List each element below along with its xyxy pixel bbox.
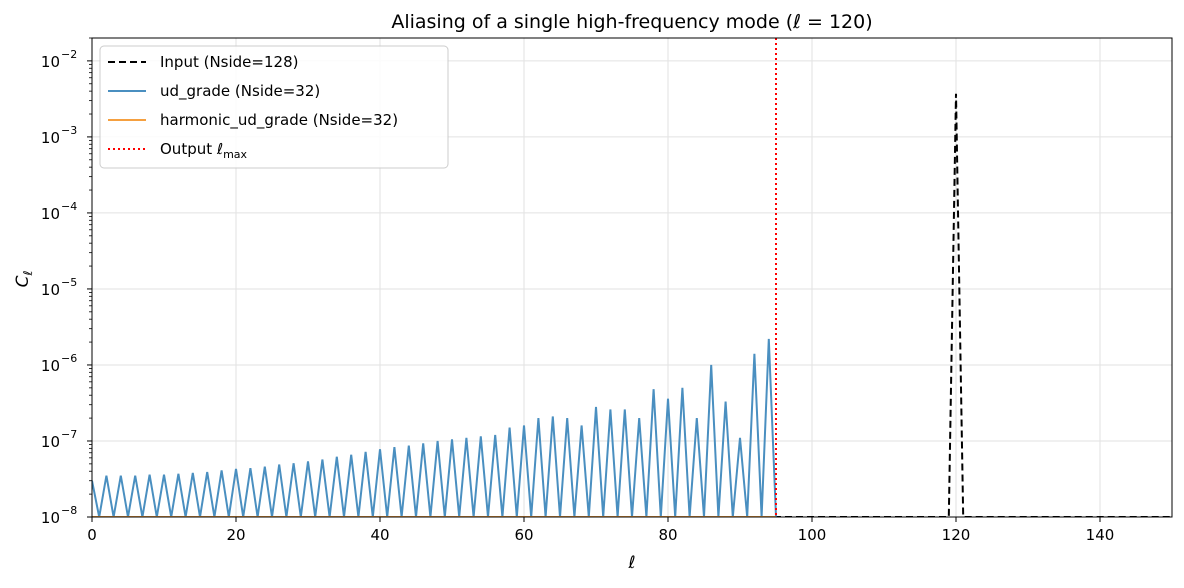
x-tick-label: 60 [514,526,533,544]
legend-label: Input (Nside=128) [160,53,298,71]
x-tick-label: 40 [370,526,389,544]
y-tick-exponent: −6 [61,352,77,365]
legend-label: ud_grade (Nside=32) [160,82,320,101]
legend-box [99,45,449,169]
x-tick-label: 80 [658,526,677,544]
x-axis-label: ℓ [627,553,635,573]
legend-label: harmonic_ud_grade (Nside=32) [160,111,398,130]
plot-frame [91,37,1173,518]
y-tick-label: 10 [41,433,60,451]
y-tick-exponent: −7 [61,428,77,441]
y-tick-label: 10 [41,205,60,223]
y-tick-label: 10 [41,129,60,147]
y-tick-label: 10 [41,53,60,71]
legend-label: Output ℓmax [160,140,248,161]
y-tick-label: 10 [41,357,60,375]
x-tick-label: 20 [226,526,245,544]
x-tick-label: 0 [87,526,97,544]
y-tick-exponent: −8 [61,504,77,517]
legend: Input (Nside=128) ud_grade (Nside=32) harm… [99,45,449,169]
y-tick-exponent: −2 [61,48,77,61]
chart-title: Aliasing of a single high-frequency mode… [391,11,872,33]
y-tick-exponent: −5 [61,276,77,289]
x-tick-label: 100 [798,526,827,544]
y-tick-label: 10 [41,509,60,527]
x-tick-label: 140 [1086,526,1115,544]
y-tick-exponent: −3 [61,124,77,137]
y-axis-label: Cℓ [13,271,35,288]
y-tick-label: 10 [41,281,60,299]
x-tick-label: 120 [942,526,971,544]
y-tick-exponent: −4 [61,200,77,213]
series-input-nside-128 [92,93,1172,517]
series-ud-grade-nside-32 [92,338,777,517]
